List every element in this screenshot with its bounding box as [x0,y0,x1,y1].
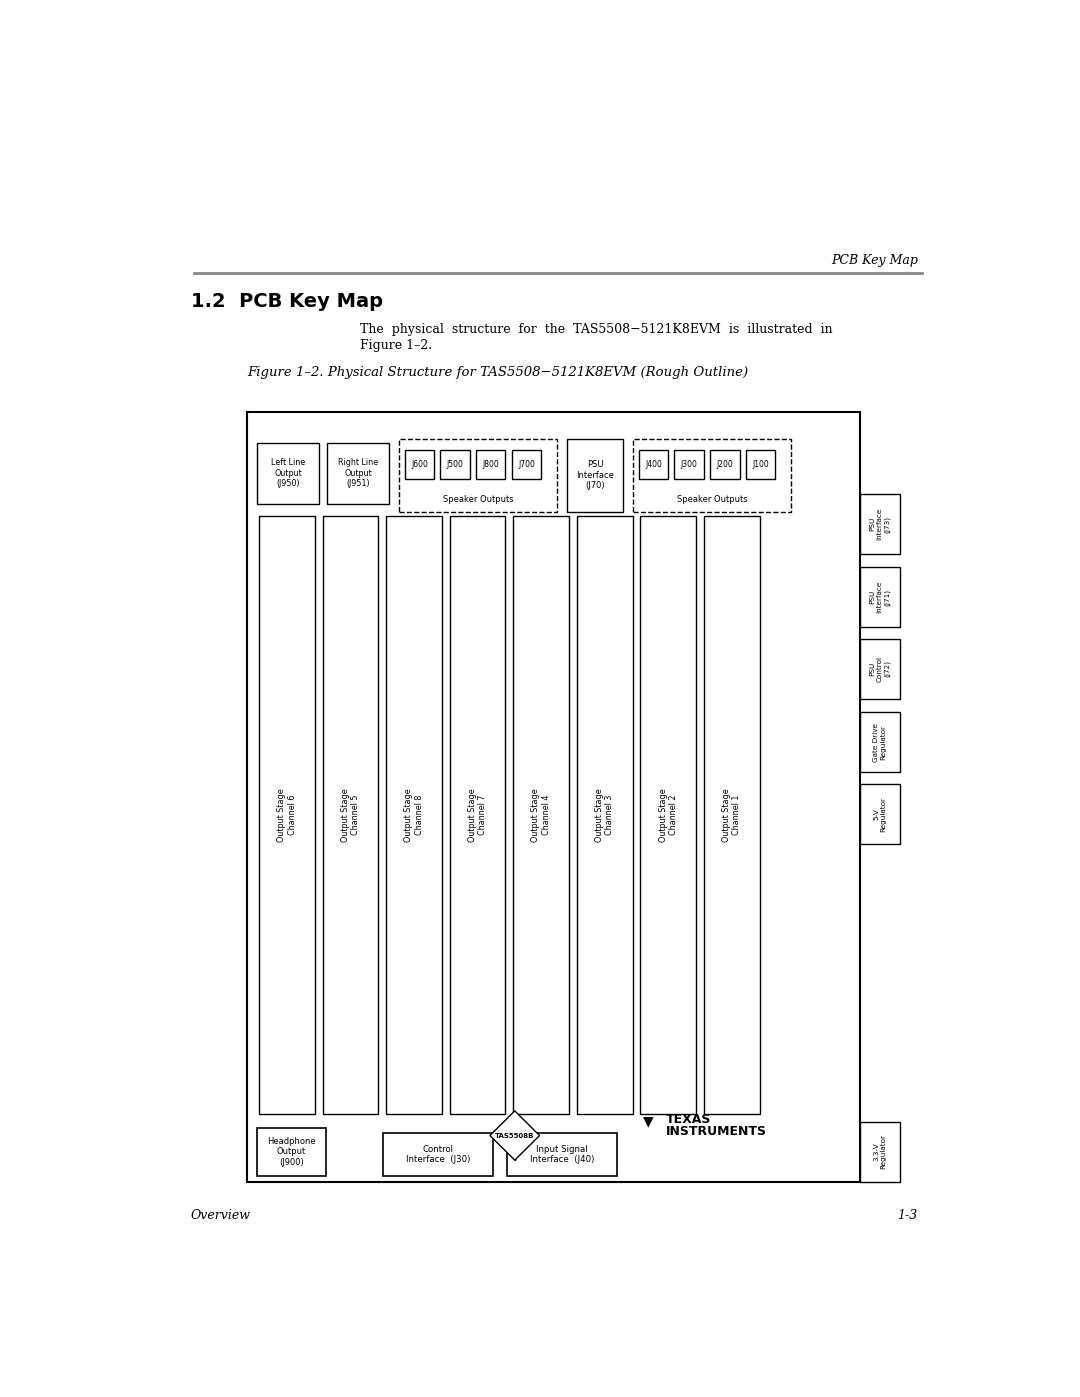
Text: Output Stage
Channel 4: Output Stage Channel 4 [531,788,551,841]
Bar [327,443,389,504]
Text: INSTRUMENTS: INSTRUMENTS [666,1125,767,1139]
Text: Output Stage
Channel 8: Output Stage Channel 8 [404,788,423,841]
Bar [449,515,505,1113]
Bar [640,515,697,1113]
Bar [257,1127,326,1175]
Text: Output Stage
Channel 6: Output Stage Channel 6 [278,788,297,841]
Text: J600: J600 [411,461,428,469]
Bar [633,439,792,511]
Bar [860,638,900,698]
Text: J200: J200 [716,461,733,469]
Bar [513,515,569,1113]
Text: J400: J400 [645,461,662,469]
Bar [512,450,541,479]
Text: Output Stage
Channel 2: Output Stage Channel 2 [659,788,678,841]
Bar [507,1133,617,1175]
Bar [257,443,320,504]
Text: Speaker Outputs: Speaker Outputs [677,495,747,504]
Bar [710,450,740,479]
Text: J300: J300 [680,461,698,469]
Bar [860,1122,900,1182]
Text: The  physical  structure  for  the  TAS5508−5121K8EVM  is  illustrated  in: The physical structure for the TAS5508−5… [360,323,833,337]
Bar [441,450,470,479]
Text: Figure 1–2. Physical Structure for TAS5508−5121K8EVM (Rough Outline): Figure 1–2. Physical Structure for TAS55… [247,366,748,379]
Bar [860,784,900,844]
Text: 5-V
Regulator: 5-V Regulator [874,796,887,833]
Text: Gate Drive
Regulator: Gate Drive Regulator [874,722,887,761]
Text: TEXAS: TEXAS [666,1113,712,1126]
Bar [745,450,775,479]
Text: J800: J800 [483,461,499,469]
Text: 1-3: 1-3 [897,1208,918,1222]
Bar [860,567,900,627]
Text: 1.2  PCB Key Map: 1.2 PCB Key Map [191,292,382,312]
Text: Headphone
Output
(J900): Headphone Output (J900) [267,1137,315,1166]
Bar [860,495,900,555]
Text: PSU
Interface
(J70): PSU Interface (J70) [577,461,615,490]
Text: Speaker Outputs: Speaker Outputs [443,495,513,504]
Text: ▼: ▼ [643,1113,653,1127]
Text: Overview: Overview [191,1208,251,1222]
Text: PSU
Control
(J72): PSU Control (J72) [869,657,890,682]
Bar [323,515,378,1113]
Bar [674,450,704,479]
Text: 3.3-V
Regulator: 3.3-V Regulator [874,1134,887,1169]
Bar [577,515,633,1113]
Text: PCB Key Map: PCB Key Map [831,254,918,267]
Text: Output Stage
Channel 5: Output Stage Channel 5 [341,788,360,841]
Polygon shape [490,1111,540,1160]
Text: Output Stage
Channel 1: Output Stage Channel 1 [723,788,742,841]
Bar [567,439,623,511]
Text: Left Line
Output
(J950): Left Line Output (J950) [271,458,306,488]
Bar [476,450,505,479]
Bar [860,712,900,773]
Bar [247,412,860,1182]
Bar [399,439,557,511]
Text: Output Stage
Channel 3: Output Stage Channel 3 [595,788,615,841]
Bar [405,450,434,479]
Text: Figure 1–2.: Figure 1–2. [360,338,432,352]
Text: Input Signal
Interface  (J40): Input Signal Interface (J40) [530,1144,594,1164]
Bar [383,1133,494,1175]
Bar [704,515,759,1113]
Bar [638,450,669,479]
Text: J700: J700 [518,461,535,469]
Text: TAS5508B: TAS5508B [495,1133,535,1139]
Text: J500: J500 [447,461,463,469]
Text: PSU
Interface
(J71): PSU Interface (J71) [869,581,890,613]
Text: Output Stage
Channel 7: Output Stage Channel 7 [468,788,487,841]
Bar [387,515,442,1113]
Text: Right Line
Output
(J951): Right Line Output (J951) [338,458,378,488]
Text: PSU
Interface
(J73): PSU Interface (J73) [869,509,890,541]
Bar [259,515,314,1113]
Text: Control
Interface  (J30): Control Interface (J30) [406,1144,470,1164]
Text: J100: J100 [752,461,769,469]
